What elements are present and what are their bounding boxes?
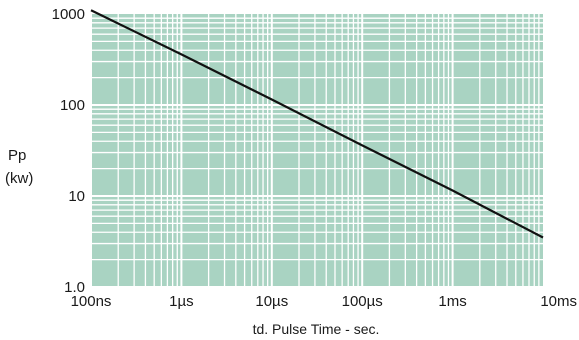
y-tick-label: 1.0 [64, 279, 85, 296]
x-tick-label: 10ms [540, 293, 577, 310]
series-line [90, 9, 544, 239]
y-tick-label: 1000 [52, 6, 85, 23]
y-tick-label: 10 [68, 188, 85, 205]
y-axis-ticks: 1.0 10 100 1000 [52, 6, 85, 296]
x-tick-label: 1ms [438, 293, 466, 310]
x-tick-label: 10µs [255, 293, 288, 310]
x-tick-label: 100µs [342, 293, 383, 310]
x-tick-label: 1µs [169, 293, 194, 310]
y-axis-label-line-1: Pp [8, 147, 26, 164]
y-axis-label-line-2: (kw) [5, 170, 33, 187]
plot-area [91, 14, 543, 287]
y-tick-label: 100 [60, 97, 85, 114]
grid-lines [90, 14, 543, 288]
x-tick-label: 100ns [71, 293, 112, 310]
x-axis-label: td. Pulse Time - sec. [253, 321, 380, 337]
x-axis-ticks: 100ns 1µs 10µs 100µs 1ms 10ms [71, 293, 577, 310]
